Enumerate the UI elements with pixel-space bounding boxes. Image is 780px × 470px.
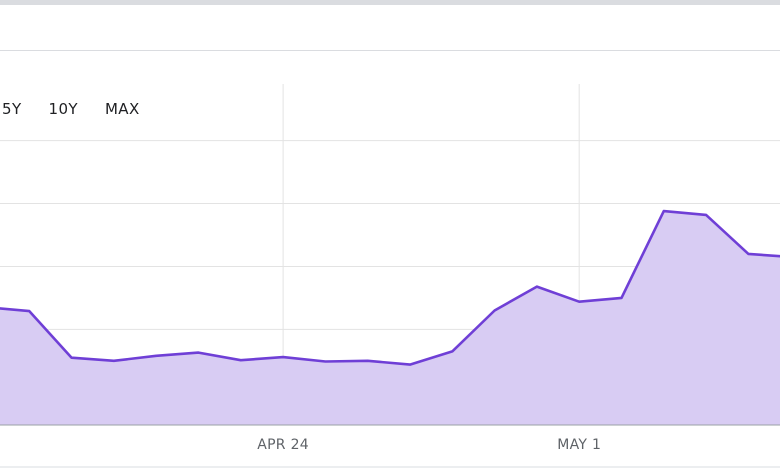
header-divider (0, 50, 780, 51)
area-fill (0, 211, 780, 425)
range-5y-button[interactable]: 5Y (2, 100, 22, 118)
range-max-button[interactable]: MAX (104, 100, 140, 118)
range-10y-button[interactable]: 10Y (48, 100, 78, 118)
x-tick-label: APR 24 (257, 437, 309, 453)
series-line (0, 209, 780, 366)
x-tick-label: MAY 1 (557, 437, 601, 453)
range-selector: 5Y 10Y MAX (0, 96, 140, 122)
top-border (0, 0, 780, 5)
